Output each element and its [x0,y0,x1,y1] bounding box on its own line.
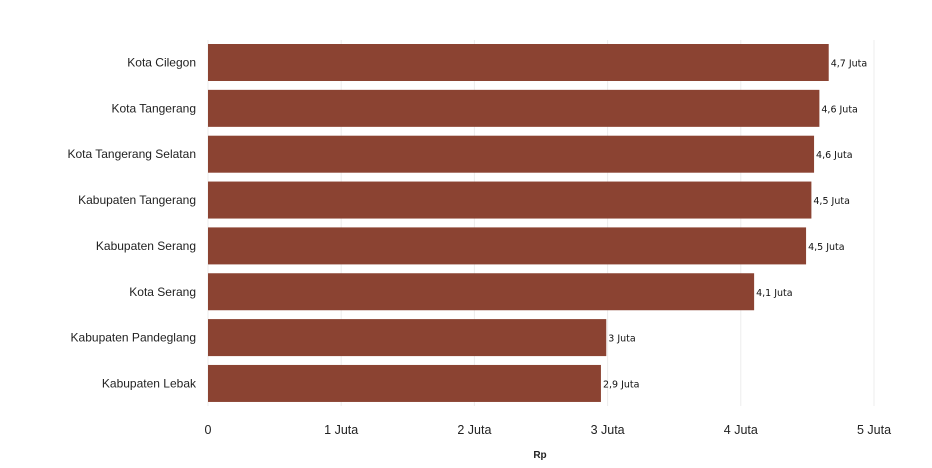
bar-value-label: 4,7 Juta [831,59,868,70]
category-label: Kabupaten Serang [96,239,196,253]
x-tick-label: 3 Juta [591,423,625,437]
bar [208,273,755,311]
category-labels: Kota Cilegon Kota Tangerang Kota Tangerang… [67,56,197,391]
category-label: Kota Tangerang Selatan [67,147,196,161]
bar [208,319,607,357]
bar-value-label: 4,5 Juta [813,196,850,207]
bar-value-label: 2,9 Juta [603,379,640,390]
x-tick-label: 1 Juta [324,423,358,437]
bar [208,227,807,265]
bar-value-label: 4,5 Juta [808,242,845,253]
bar-value-label: 3 Juta [608,334,635,345]
category-label: Kota Tangerang [111,101,196,115]
bar-value-label: 4,6 Juta [821,104,858,115]
x-tick-labels: 0 1 Juta 2 Juta 3 Juta 4 Juta 5 Juta [205,423,892,437]
x-axis-title: Rp [533,450,546,461]
x-tick-label: 5 Juta [857,423,891,437]
bars [208,44,829,402]
x-tick-label: 2 Juta [457,423,491,437]
bar [208,44,829,81]
category-label: Kabupaten Tangerang [78,193,196,207]
bar-value-label: 4,1 Juta [756,288,793,299]
value-labels: 4,7 Juta 4,6 Juta 4,6 Juta 4,5 Juta 4,5 Juta… [603,59,867,391]
bar [208,135,815,173]
bar-value-label: 4,6 Juta [816,150,853,161]
category-label: Kota Cilegon [127,56,196,70]
x-tick-label: 4 Juta [724,423,758,437]
category-label: Kabupaten Pandeglang [71,331,196,345]
bar [208,89,820,127]
bar [208,364,601,402]
category-label: Kota Serang [129,285,196,299]
bar [208,181,812,219]
x-tick-label: 0 [205,423,212,437]
category-label: Kabupaten Lebak [102,376,197,390]
